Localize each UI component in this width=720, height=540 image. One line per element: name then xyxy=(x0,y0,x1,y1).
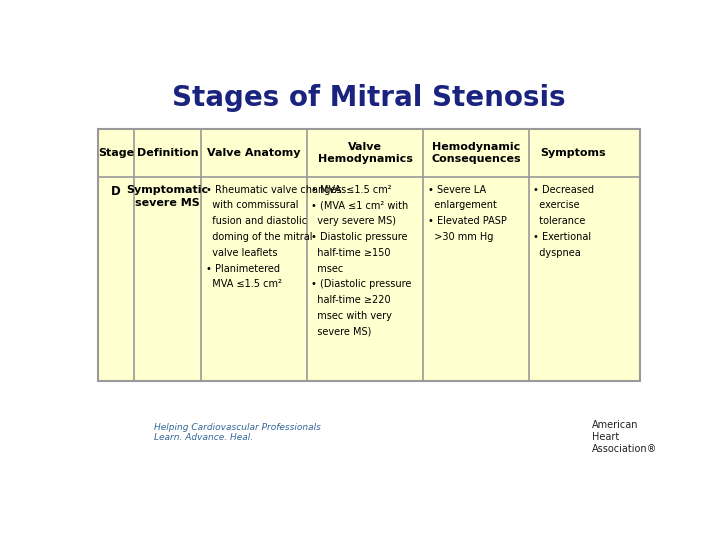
Text: severe MS): severe MS) xyxy=(311,327,372,337)
Text: fusion and diastolic: fusion and diastolic xyxy=(206,216,307,226)
Text: dyspnea: dyspnea xyxy=(533,248,581,258)
Text: msec with very: msec with very xyxy=(311,311,392,321)
Text: doming of the mitral: doming of the mitral xyxy=(206,232,312,242)
Text: • Decreased: • Decreased xyxy=(533,185,594,194)
Text: • Exertional: • Exertional xyxy=(533,232,591,242)
Text: Symptomatic
severe MS: Symptomatic severe MS xyxy=(126,185,209,208)
Text: valve leaflets: valve leaflets xyxy=(206,248,277,258)
Text: • (Diastolic pressure: • (Diastolic pressure xyxy=(311,279,412,289)
Text: half-time ≥150: half-time ≥150 xyxy=(311,248,391,258)
Text: • MVAs≤1.5 cm²: • MVAs≤1.5 cm² xyxy=(311,185,392,194)
Text: American
Heart
Association®: American Heart Association® xyxy=(593,420,657,454)
Text: • (MVA ≤1 cm² with: • (MVA ≤1 cm² with xyxy=(311,200,408,211)
Text: MVA ≤1.5 cm²: MVA ≤1.5 cm² xyxy=(206,279,282,289)
Text: • Diastolic pressure: • Diastolic pressure xyxy=(311,232,408,242)
Text: Hemodynamic
Consequences: Hemodynamic Consequences xyxy=(431,143,521,164)
Text: Helping Cardiovascular Professionals
Learn. Advance. Heal.: Helping Cardiovascular Professionals Lea… xyxy=(154,423,321,442)
Text: exercise: exercise xyxy=(533,200,580,211)
Text: D: D xyxy=(111,185,121,198)
Text: • Elevated PASP: • Elevated PASP xyxy=(428,216,506,226)
Text: with commissural: with commissural xyxy=(206,200,298,211)
Text: very severe MS): very severe MS) xyxy=(311,216,396,226)
Text: enlargement: enlargement xyxy=(428,200,497,211)
Text: Valve
Hemodynamics: Valve Hemodynamics xyxy=(318,143,413,164)
Text: • Planimetered: • Planimetered xyxy=(206,264,279,274)
Text: Valve Anatomy: Valve Anatomy xyxy=(207,148,301,158)
Text: half-time ≥220: half-time ≥220 xyxy=(311,295,391,305)
Text: msec: msec xyxy=(311,264,343,274)
Text: Stage: Stage xyxy=(98,148,134,158)
Text: >30 mm Hg: >30 mm Hg xyxy=(428,232,493,242)
Text: Definition: Definition xyxy=(137,148,198,158)
Text: Stages of Mitral Stenosis: Stages of Mitral Stenosis xyxy=(172,84,566,112)
Text: • Severe LA: • Severe LA xyxy=(428,185,486,194)
Text: tolerance: tolerance xyxy=(533,216,585,226)
Text: Symptoms: Symptoms xyxy=(541,148,606,158)
Text: • Rheumatic valve changes: • Rheumatic valve changes xyxy=(206,185,341,194)
